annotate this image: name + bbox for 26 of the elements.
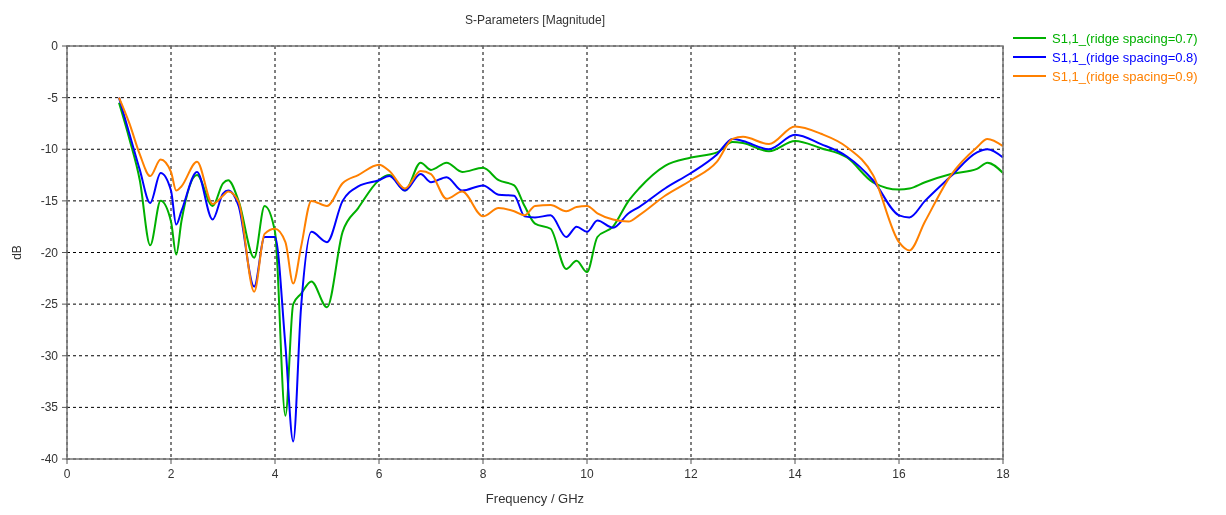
legend-label: S1,1_(ridge spacing=0.8): [1052, 50, 1198, 65]
legend-label: S1,1_(ridge spacing=0.7): [1052, 31, 1198, 46]
x-tick-label: 10: [580, 467, 594, 481]
y-tick-label: 0: [51, 39, 59, 53]
chart-title: S-Parameters [Magnitude]: [464, 13, 606, 27]
legend-label: S1,1_(ridge spacing=0.9): [1052, 69, 1198, 84]
y-tick-label: -15: [40, 193, 59, 208]
y-tick-label: -5: [47, 90, 59, 105]
x-tick-label: 16: [892, 467, 906, 481]
y-tick-label: -20: [40, 245, 59, 260]
x-tick-label: 8: [479, 467, 487, 481]
y-tick-label: -30: [40, 348, 59, 363]
y-tick-label: -35: [40, 400, 59, 415]
x-axis-title: Frequency / GHz: [485, 491, 585, 506]
x-tick-label: 12: [684, 467, 698, 481]
y-axis-title: dB: [10, 245, 24, 260]
x-tick-label: 14: [788, 467, 802, 481]
y-tick-label: -40: [40, 452, 59, 466]
x-tick-label: 2: [167, 467, 175, 481]
x-tick-label: 0: [63, 467, 71, 481]
y-tick-label: -25: [40, 297, 59, 312]
line-series: [118, 96, 1004, 293]
x-tick-label: 4: [271, 467, 279, 481]
y-tick-label: -10: [40, 142, 59, 157]
x-tick-label: 6: [375, 467, 383, 481]
x-tick-label: 18: [996, 467, 1010, 481]
